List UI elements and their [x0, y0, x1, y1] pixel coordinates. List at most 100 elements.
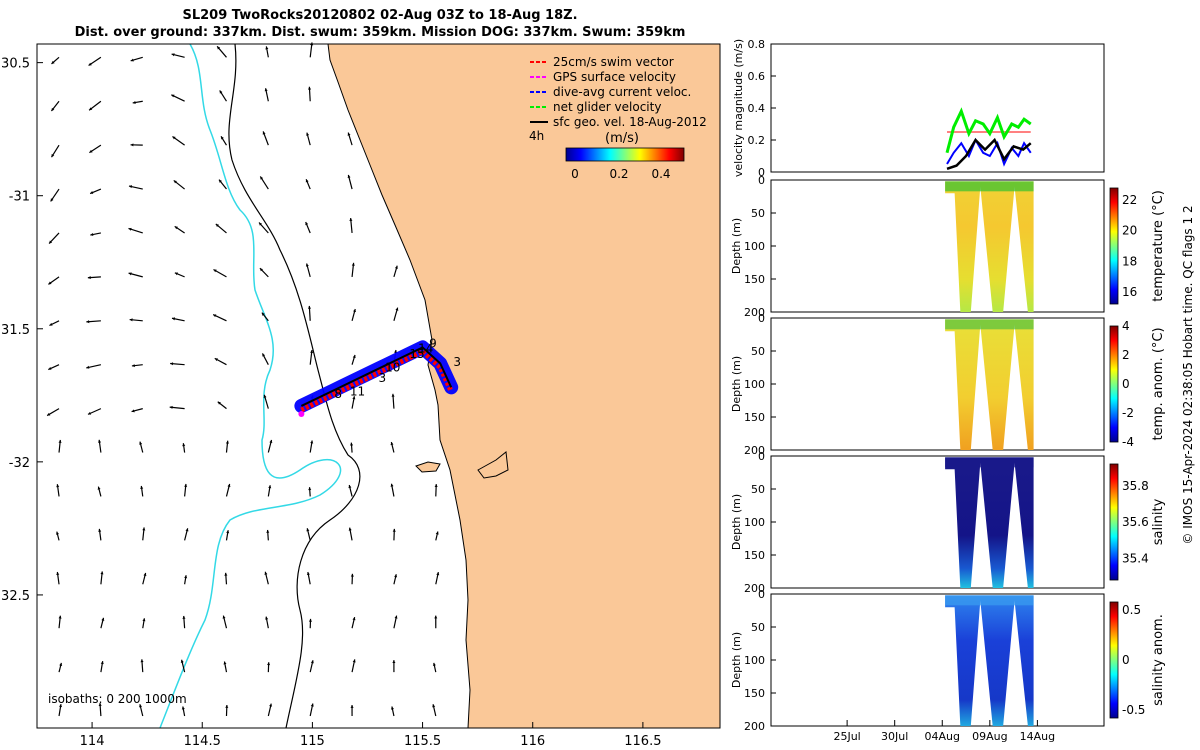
vector-arrowhead: [390, 483, 394, 487]
section-colorbar-tick: 4: [1122, 319, 1130, 333]
vector-arrowhead: [217, 46, 221, 50]
vector-arrowhead: [131, 409, 135, 413]
vector-arrowhead: [215, 223, 219, 227]
vector-arrowhead: [434, 484, 438, 488]
vector-arrowhead: [173, 180, 177, 184]
vector-arrowhead: [143, 572, 147, 577]
isobath-200: [228, 44, 361, 728]
vector-arrowhead: [218, 179, 222, 183]
vector-arrowhead: [128, 227, 132, 231]
vector-arrowhead: [89, 149, 93, 153]
vector-arrowhead: [170, 362, 174, 366]
credit-text: © IMOS 15-Apr-2024 02:38:05 Hobart time.…: [1181, 205, 1195, 545]
vector-arrowhead: [263, 394, 267, 398]
section-surface-layer: [945, 181, 1034, 192]
vector-arrowhead: [90, 233, 94, 237]
vector-arrowhead: [50, 198, 54, 202]
vector-arrowhead: [432, 704, 436, 708]
vector-arrowhead: [174, 272, 179, 276]
vector-arrowhead: [394, 265, 398, 269]
vector-arrowhead: [171, 53, 175, 57]
vector-arrowhead: [142, 527, 146, 531]
map-ytick-label: 32.5: [1, 589, 30, 604]
glider-track: [294, 340, 459, 417]
section-colorbar-tick: -2: [1122, 406, 1134, 420]
vector-arrowhead: [261, 312, 265, 316]
section-data-region: [945, 595, 1034, 726]
section-data-region: [945, 319, 1034, 450]
vector-arrowhead: [130, 58, 134, 62]
section-surface-layer: [945, 457, 1034, 468]
vector-arrowhead: [174, 226, 178, 230]
vector-arrowhead: [262, 353, 266, 357]
velocity-ylabel: velocity magnitude (m/s): [732, 39, 745, 177]
track-label: 3: [379, 371, 387, 385]
section-ylabel: Depth (m): [730, 356, 743, 412]
vector-arrowhead: [213, 269, 217, 273]
vector-arrowhead: [310, 660, 314, 664]
vector-arrowhead: [100, 661, 104, 665]
section-ytick-label: 0: [758, 588, 765, 601]
velocity-series: [945, 107, 1032, 170]
vector-arrowhead: [395, 307, 399, 311]
section-colorbar-tick: -0.5: [1122, 703, 1145, 717]
vector-arrowhead: [86, 320, 90, 324]
section-axes: [770, 179, 1105, 313]
map-axis-ticks: 114 114.5 115 115.5 116 116.5 30.5 -31 31.5 -32 32…: [1, 57, 661, 749]
legend-swim-label: 25cm/s swim vector: [553, 55, 674, 69]
vector-arrowhead: [307, 305, 312, 309]
track-label: 14: [418, 342, 433, 356]
section-ytick-label: 150: [744, 549, 765, 562]
vector-arrowhead: [224, 572, 228, 576]
colorbar-units: (m/s): [605, 131, 639, 146]
section-colorbar-tick: 35.4: [1122, 551, 1149, 565]
vector-arrowhead: [308, 86, 312, 90]
geostrophic-vector-field: [46, 42, 440, 717]
vector-arrowhead: [87, 276, 91, 280]
vector-arrowhead: [172, 136, 176, 140]
vector-arrowhead: [352, 396, 356, 400]
track-label: 11: [350, 384, 365, 398]
vector-arrowhead: [350, 442, 354, 446]
section-axes: [770, 317, 1105, 451]
section-panel-1: 0 50 100 150 200 Depth (m) 4 2 0 -2 -4 temp. anom. …: [730, 312, 1166, 457]
vector-arrowhead: [98, 439, 102, 443]
section-ytick-label: 0: [758, 312, 765, 325]
section-colorbar-tick: -4: [1122, 435, 1134, 449]
vector-arrowhead: [219, 90, 223, 94]
section-colorbar: [1109, 601, 1119, 719]
colorbar-tick-2: 0.4: [651, 167, 670, 181]
vector-arrowhead: [349, 218, 353, 222]
section-ytick-label: 100: [744, 378, 765, 391]
section-axes: [770, 593, 1105, 727]
vector-arrowhead: [56, 572, 60, 576]
vector-arrowhead: [265, 616, 269, 620]
section-colorbar-tick: 18: [1122, 254, 1137, 268]
map-xtick-label: 114.5: [184, 734, 221, 749]
section-ytick-label: 0: [758, 174, 765, 187]
time-tick-label: 25Jul: [833, 730, 860, 743]
section-ytick-label: 50: [751, 207, 765, 220]
section-colorbar: [1109, 463, 1119, 581]
section-panel-0: 0 50 100 150 200 Depth (m) 22 20 18 16 temperature…: [730, 174, 1166, 319]
section-ytick-label: 50: [751, 345, 765, 358]
vector-arrowhead: [348, 527, 352, 531]
section-colorbar-tick: 2: [1122, 348, 1130, 362]
vector-arrowhead: [308, 487, 312, 491]
vector-arrowhead: [352, 659, 356, 663]
vector-arrowhead: [225, 705, 229, 708]
vector-arrowhead: [432, 662, 436, 666]
vector-arrowhead: [128, 185, 133, 189]
vector-arrowhead: [352, 354, 356, 359]
section-colorbar-tick: 35.6: [1122, 515, 1149, 529]
map-legend: 25cm/s swim vector GPS surface velocity …: [529, 55, 707, 181]
vector-arrowhead: [100, 571, 104, 575]
vector-arrowhead: [306, 571, 310, 576]
section-ytick-label: 200: [744, 306, 765, 319]
vector-arrowhead: [267, 662, 271, 666]
vector-arrowhead: [262, 131, 266, 135]
legend-dac-label: dive-avg current veloc.: [553, 85, 691, 99]
vector-arrowhead: [180, 659, 184, 663]
vector-arrowhead: [86, 365, 90, 369]
